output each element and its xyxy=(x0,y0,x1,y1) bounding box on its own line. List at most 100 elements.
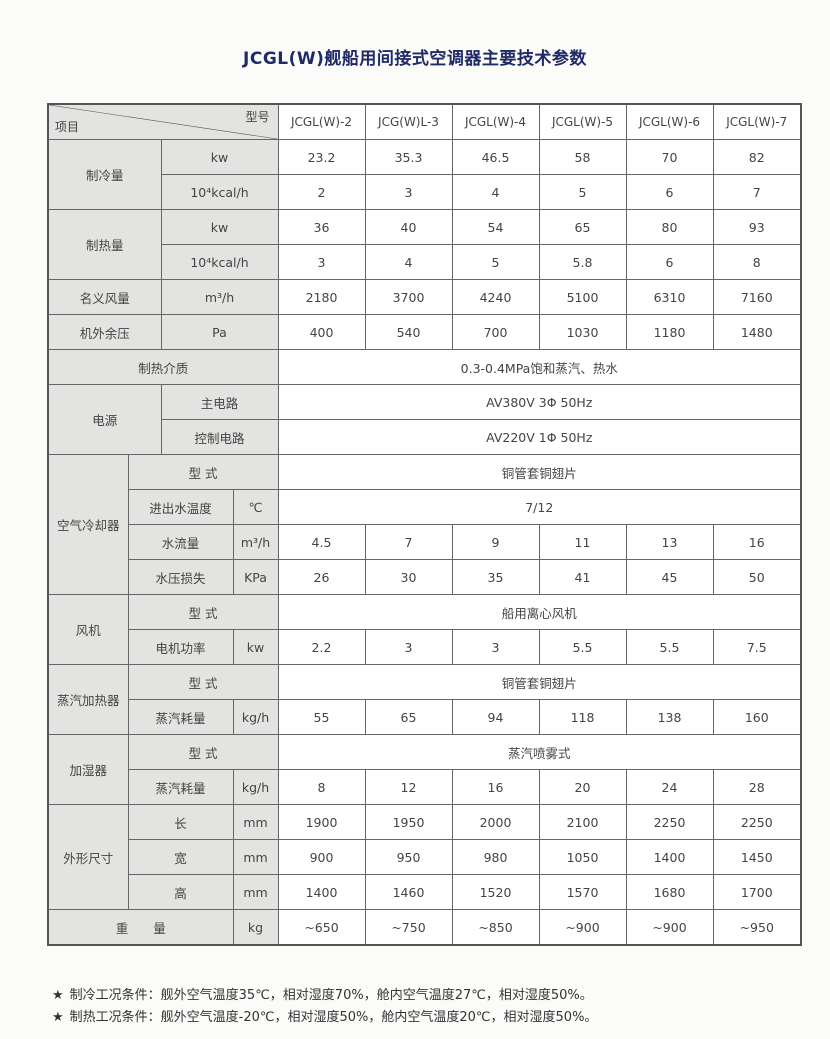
data-cell: ~950 xyxy=(712,909,802,946)
data-cell: 94 xyxy=(451,699,540,735)
data-cell: 1700 xyxy=(712,874,802,910)
data-cell: 2.2 xyxy=(277,629,366,665)
data-cell: 5100 xyxy=(538,279,627,315)
data-cell: 400 xyxy=(277,314,366,350)
unit-cell: m³/h xyxy=(232,524,279,560)
table-row: 制冷量 kw 23.2 35.3 46.5 58 70 82 xyxy=(47,139,802,210)
data-cell: 1050 xyxy=(538,839,627,875)
item-header-label: 项目 xyxy=(55,120,80,134)
row-group-label: 风机 xyxy=(47,594,129,665)
data-cell: 5 xyxy=(451,244,540,280)
unit-cell: mm xyxy=(232,804,279,840)
data-cell: 1520 xyxy=(451,874,540,910)
data-cell: 70 xyxy=(625,139,714,175)
data-cell: 11 xyxy=(538,524,627,560)
data-cell: 50 xyxy=(712,559,802,595)
data-cell: 1030 xyxy=(538,314,627,350)
data-cell: 20 xyxy=(538,769,627,805)
data-cell: 7 xyxy=(364,524,453,560)
data-cell: 30 xyxy=(364,559,453,595)
table-row: 水流量 m³/h 4.5 7 9 11 13 16 xyxy=(48,524,802,560)
data-cell: 4 xyxy=(451,174,540,210)
table-row: 风机型 式船用离心风机 xyxy=(47,594,802,665)
data-cell: 65 xyxy=(364,699,453,735)
data-cell: 35 xyxy=(451,559,540,595)
row-label: 重 量 xyxy=(47,909,234,946)
data-cell: 65 xyxy=(538,209,627,245)
data-cell: 1950 xyxy=(364,804,453,840)
model-header: JCGL(W)-2 xyxy=(277,103,366,140)
row-group-label: 制热量 xyxy=(47,209,162,280)
data-cell: 8 xyxy=(712,244,802,280)
data-cell: 3 xyxy=(364,174,453,210)
row-group-label: 电源 xyxy=(47,384,162,455)
table-row: 进出水温度 ℃ 7/12 xyxy=(48,489,802,525)
footnotes: ★ 制冷工况条件：舰外空气温度35℃，相对湿度70%，舱内空气温度27℃，相对湿度… xyxy=(52,985,597,1029)
unit-cell: ℃ xyxy=(232,489,279,525)
data-cell: 700 xyxy=(451,314,540,350)
data-cell: 9 xyxy=(451,524,540,560)
data-cell: 46.5 xyxy=(451,139,540,175)
table-row: 高 mm 1400 1460 1520 1570 1680 1700 xyxy=(48,874,802,910)
data-cell: 3700 xyxy=(364,279,453,315)
merged-value-cell: 7/12 xyxy=(277,489,802,525)
data-cell: 4.5 xyxy=(277,524,366,560)
unit-cell: 10⁴kcal/h xyxy=(160,244,279,280)
table-row: 电源 主电路 AV380V 3Φ 50Hz xyxy=(47,384,802,455)
row-label: 水流量 xyxy=(127,524,234,560)
data-cell: 24 xyxy=(625,769,714,805)
data-cell: ~900 xyxy=(625,909,714,946)
data-cell: 2 xyxy=(277,174,366,210)
data-cell: 2000 xyxy=(451,804,540,840)
data-cell: 138 xyxy=(625,699,714,735)
data-cell: 6 xyxy=(625,174,714,210)
table-row: 蒸汽加热器型 式铜管套铜翅片 xyxy=(47,664,802,735)
unit-cell: mm xyxy=(232,839,279,875)
row-group-label: 制冷量 xyxy=(47,139,162,210)
table-row: 名义风量 m³/h 2180 3700 4240 5100 6310 7160 xyxy=(47,279,802,315)
table-row: 外形尺寸长 mm 1900 1950 2000 2100 2250 2250 xyxy=(47,804,802,910)
data-cell: 5.5 xyxy=(625,629,714,665)
data-cell: 1180 xyxy=(625,314,714,350)
data-cell: 1480 xyxy=(712,314,802,350)
row-group-label: 空气冷却器 xyxy=(47,454,129,595)
data-cell: 2250 xyxy=(625,804,714,840)
row-label: 型 式 xyxy=(127,664,279,700)
data-cell: 16 xyxy=(712,524,802,560)
model-header: JCGL(W)-6 xyxy=(625,103,714,140)
unit-cell: kw xyxy=(160,139,279,175)
diagonal-divider xyxy=(49,105,278,139)
data-cell: 3 xyxy=(451,629,540,665)
data-cell: 1460 xyxy=(364,874,453,910)
table-row: 宽 mm 900 950 980 1050 1400 1450 xyxy=(48,839,802,875)
data-cell: 6310 xyxy=(625,279,714,315)
data-cell: 900 xyxy=(277,839,366,875)
table-row: 加湿器型 式蒸汽喷雾式 xyxy=(47,734,802,805)
data-cell: 160 xyxy=(712,699,802,735)
row-label: 长 xyxy=(127,804,234,840)
table-row: 重 量 kg ~650 ~750 ~850 ~900 ~900 ~950 xyxy=(47,909,802,946)
table-row: 空气冷却器型 式铜管套铜翅片 xyxy=(47,454,802,595)
table-row: 机外余压 Pa 400 540 700 1030 1180 1480 xyxy=(47,314,802,350)
data-cell: 82 xyxy=(712,139,802,175)
data-cell: 6 xyxy=(625,244,714,280)
data-cell: ~900 xyxy=(538,909,627,946)
row-label: 高 xyxy=(127,874,234,910)
table-row: 控制电路 AV220V 1Φ 50Hz xyxy=(48,419,802,455)
model-header-label: 型号 xyxy=(245,110,270,124)
data-cell: 7.5 xyxy=(712,629,802,665)
header-corner-cell: 项目 型号 xyxy=(47,103,279,140)
star-icon: ★ xyxy=(52,988,64,1003)
data-cell: ~850 xyxy=(451,909,540,946)
data-cell: 1450 xyxy=(712,839,802,875)
unit-cell: KPa xyxy=(232,559,279,595)
data-cell: 118 xyxy=(538,699,627,735)
data-cell: 1400 xyxy=(277,874,366,910)
table-row: 项目 型号 JCGL(W)-2 JCG(W)L-3 JCGL(W)-4 JCGL(W)-5… xyxy=(47,103,802,140)
data-cell: 23.2 xyxy=(277,139,366,175)
star-icon: ★ xyxy=(52,1010,64,1025)
data-cell: 45 xyxy=(625,559,714,595)
data-cell: 980 xyxy=(451,839,540,875)
row-label: 进出水温度 xyxy=(127,489,234,525)
table-row: 制热介质 0.3-0.4MPa饱和蒸汽、热水 xyxy=(47,349,802,385)
